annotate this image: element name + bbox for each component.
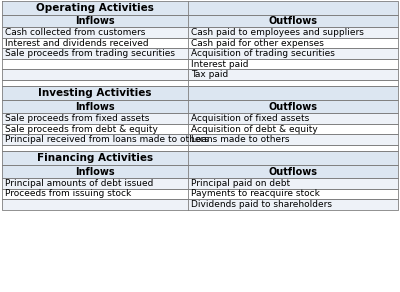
Bar bbox=[188, 38, 398, 48]
Bar bbox=[188, 59, 398, 69]
Bar bbox=[2, 1, 188, 15]
Text: Principal amounts of debt issued: Principal amounts of debt issued bbox=[5, 179, 154, 188]
Text: Interest paid: Interest paid bbox=[191, 60, 249, 69]
Bar bbox=[2, 80, 398, 86]
Text: Outflows: Outflows bbox=[268, 16, 318, 26]
Text: Operating Activities: Operating Activities bbox=[36, 3, 154, 13]
Bar bbox=[2, 189, 188, 199]
Text: Cash collected from customers: Cash collected from customers bbox=[5, 28, 146, 37]
Bar bbox=[2, 38, 188, 48]
Text: Acquisition of debt & equity: Acquisition of debt & equity bbox=[191, 125, 318, 133]
Bar bbox=[2, 151, 188, 165]
Text: Acquisition of fixed assets: Acquisition of fixed assets bbox=[191, 114, 310, 123]
Bar bbox=[2, 69, 188, 80]
Bar bbox=[188, 15, 398, 27]
Text: Payments to reacquire stock: Payments to reacquire stock bbox=[191, 190, 320, 198]
Bar bbox=[2, 59, 188, 69]
Bar bbox=[188, 124, 398, 134]
Bar bbox=[2, 165, 188, 178]
Bar bbox=[2, 113, 188, 124]
Text: Interest and dividends received: Interest and dividends received bbox=[5, 39, 149, 48]
Bar bbox=[2, 199, 188, 210]
Text: Tax paid: Tax paid bbox=[191, 70, 228, 79]
Text: Inflows: Inflows bbox=[75, 167, 115, 177]
Text: Outflows: Outflows bbox=[268, 167, 318, 177]
Bar bbox=[188, 189, 398, 199]
Text: Sale proceeds from fixed assets: Sale proceeds from fixed assets bbox=[5, 114, 150, 123]
Bar bbox=[188, 178, 398, 189]
Text: Proceeds from issuing stock: Proceeds from issuing stock bbox=[5, 190, 132, 198]
Bar bbox=[2, 178, 188, 189]
Bar bbox=[2, 134, 188, 145]
Text: Loans made to others: Loans made to others bbox=[191, 135, 290, 144]
Text: Dividends paid to shareholders: Dividends paid to shareholders bbox=[191, 200, 332, 209]
Text: Principal received from loans made to others: Principal received from loans made to ot… bbox=[5, 135, 209, 144]
Bar bbox=[188, 165, 398, 178]
Bar bbox=[2, 124, 188, 134]
Bar bbox=[2, 48, 188, 59]
Text: Inflows: Inflows bbox=[75, 16, 115, 26]
Bar bbox=[188, 199, 398, 210]
Bar bbox=[188, 48, 398, 59]
Bar bbox=[188, 113, 398, 124]
Text: Financing Activities: Financing Activities bbox=[37, 153, 153, 163]
Bar bbox=[2, 15, 188, 27]
Text: Principal paid on debt: Principal paid on debt bbox=[191, 179, 290, 188]
Bar bbox=[188, 69, 398, 80]
Bar bbox=[188, 27, 398, 38]
Text: Investing Activities: Investing Activities bbox=[38, 88, 152, 98]
Text: Inflows: Inflows bbox=[75, 102, 115, 112]
Text: Sale proceeds from debt & equity: Sale proceeds from debt & equity bbox=[5, 125, 158, 133]
Bar bbox=[188, 1, 398, 15]
Bar bbox=[188, 151, 398, 165]
Text: Outflows: Outflows bbox=[268, 102, 318, 112]
Text: Acquisition of trading securities: Acquisition of trading securities bbox=[191, 49, 335, 58]
Text: Cash paid for other expenses: Cash paid for other expenses bbox=[191, 39, 324, 48]
Bar bbox=[188, 134, 398, 145]
Bar bbox=[2, 100, 188, 113]
Bar bbox=[188, 86, 398, 100]
Bar bbox=[2, 145, 398, 151]
Bar bbox=[2, 27, 188, 38]
Bar bbox=[188, 100, 398, 113]
Text: Cash paid to employees and suppliers: Cash paid to employees and suppliers bbox=[191, 28, 364, 37]
Bar bbox=[2, 86, 188, 100]
Text: Sale proceeds from trading securities: Sale proceeds from trading securities bbox=[5, 49, 175, 58]
